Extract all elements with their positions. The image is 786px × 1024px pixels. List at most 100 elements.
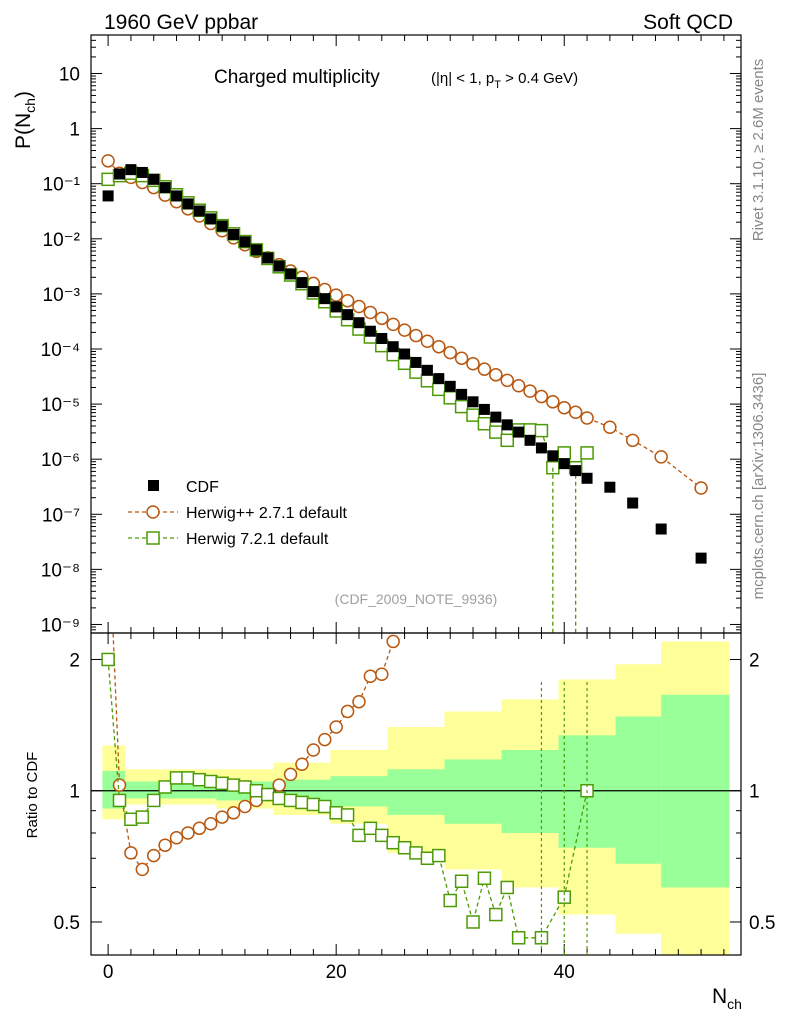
herwigpp-point [386, 317, 400, 332]
legend-marker-herwigpp [146, 505, 160, 519]
legend: CDF Herwig++ 2.7.1 default Herwig 7.2.1 … [128, 479, 348, 548]
ratio-herwigpp-point [102, 509, 114, 521]
ratio-tick-label: 1 [69, 782, 80, 803]
cdf-point [273, 260, 285, 272]
cdf-point [148, 173, 160, 185]
ratio-herwigpp-point [352, 694, 366, 709]
herwig7-point [432, 382, 446, 397]
cdf-point [655, 523, 667, 535]
ratio-herwig7-point [272, 791, 286, 806]
herwigpp-point [568, 405, 583, 420]
ratio-herwigpp-point [226, 806, 241, 820]
ratio-herwigpp-point [340, 704, 355, 719]
analysis-watermark: (CDF_2009_NOTE_9936) [335, 591, 498, 607]
ratio-herwigpp-point [318, 732, 332, 747]
herwigpp-point [363, 305, 378, 320]
herwigpp-point [603, 420, 617, 434]
ratio-herwig7-point [203, 774, 218, 789]
y-tick-label: 10⁻⁵ [41, 395, 80, 416]
herwigpp-point [397, 323, 412, 337]
band-inner-segment [615, 716, 662, 864]
cdf-point [182, 198, 194, 210]
herwigpp-point [466, 356, 480, 371]
plot-title-cuts: (|η| < 1, pT > 0.4 GeV) [431, 70, 578, 91]
legend-marker-herwig7 [146, 531, 160, 545]
main-plot: 10 1 10⁻¹ 10⁻² 10⁻³ 10⁻⁴ 10⁻⁵ 10⁻⁶ 10⁻⁷ 10⁻⁸ 10⁻⁹ [41, 34, 742, 636]
herwigpp-point [625, 433, 640, 448]
ratio-herwig7-point [318, 799, 332, 814]
ratio-herwig7-point [112, 793, 127, 808]
cdf-point [513, 426, 525, 438]
ratio-herwig7-point [363, 821, 378, 836]
ratio-herwig7-point [386, 835, 400, 850]
herwigpp-point [340, 294, 355, 308]
herwig7-point [454, 399, 469, 414]
herwigpp-point [375, 311, 389, 326]
y-axis-title: P(Nch) [12, 91, 38, 149]
herwigpp-point [454, 351, 469, 365]
herwigpp-point [534, 389, 549, 404]
ratio-herwigpp-point [283, 767, 298, 782]
y-tick-label: 10⁻² [43, 230, 81, 251]
ratio-herwigpp-point [375, 667, 389, 681]
y-tick-label: 10⁻⁷ [42, 505, 80, 526]
legend-marker-cdf [148, 480, 159, 491]
ratio-herwig7-point [169, 771, 184, 785]
cdf-point [421, 364, 433, 376]
main-y-axis: 10 1 10⁻¹ 10⁻² 10⁻³ 10⁻⁴ 10⁻⁵ 10⁻⁶ 10⁻⁷ 10⁻⁸ 10⁻⁹ [41, 34, 741, 636]
herwigpp-point [477, 362, 492, 376]
cdf-point [353, 317, 365, 329]
ratio-herwig7-point [443, 893, 457, 908]
y-tick-label: 10⁻⁶ [41, 450, 80, 471]
herwigpp-point [489, 368, 503, 382]
cdf-point [193, 205, 205, 217]
cdf-point [444, 380, 456, 392]
header-right: Soft QCD [643, 11, 733, 34]
ratio-herwig7-point [158, 780, 172, 794]
ratio-herwig7-point [101, 652, 115, 667]
ratio-uncertainty-band [102, 641, 730, 955]
ratio-herwigpp-point [272, 778, 286, 792]
herwigpp-point [352, 299, 366, 314]
cdf-point [490, 411, 502, 423]
ratio-herwig7-point [215, 776, 229, 791]
ratio-herwig7-point [124, 812, 138, 827]
herwig7-point [500, 433, 514, 448]
cdf-point [102, 190, 114, 202]
band-inner-segment [501, 749, 559, 833]
ratio-herwig7-point [181, 771, 195, 785]
herwigpp-point [511, 379, 526, 393]
x-tick-label: 0 [103, 962, 114, 983]
cdf-point [547, 450, 559, 462]
ratio-herwig7-point [466, 915, 480, 929]
herwig7-point [489, 425, 503, 439]
herwig7-point [580, 446, 594, 460]
ratio-herwigpp-point [386, 634, 400, 649]
cdf-point [501, 419, 513, 431]
band-inner-segment [387, 769, 445, 815]
ratio-herwig7-point [489, 907, 503, 922]
ratio-herwig7-point [397, 840, 412, 855]
ratio-frame [90, 632, 742, 956]
ratio-tick-label: 2 [69, 650, 80, 671]
mcplots-label: mcplots.cern.ch [arXiv:1306.3436] [750, 373, 767, 600]
herwigpp-point [329, 288, 343, 302]
herwig7-point [101, 172, 115, 187]
herwig7-point [409, 365, 423, 379]
cdf-point [285, 268, 297, 280]
herwigpp-point [557, 400, 571, 415]
ratio-herwig7-point [409, 846, 423, 860]
legend-label-herwigpp: Herwig++ 2.7.1 default [186, 505, 348, 522]
ratio-herwig7-point [477, 871, 492, 885]
cdf-point [478, 403, 490, 415]
ratio-herwigpp-point [146, 848, 161, 863]
herwigpp-point [420, 334, 435, 349]
y-tick-label: 10⁻⁴ [41, 340, 80, 361]
cdf-point [604, 481, 616, 493]
ratio-herwig7-point [534, 931, 549, 945]
ratio-axis-title: Ratio to CDF [24, 752, 41, 839]
y-tick-label: 10⁻⁹ [41, 615, 80, 636]
y-tick-label: 10⁻¹ [43, 175, 81, 196]
cdf-point [262, 252, 274, 264]
x-axis-title: Nch [712, 985, 742, 1012]
